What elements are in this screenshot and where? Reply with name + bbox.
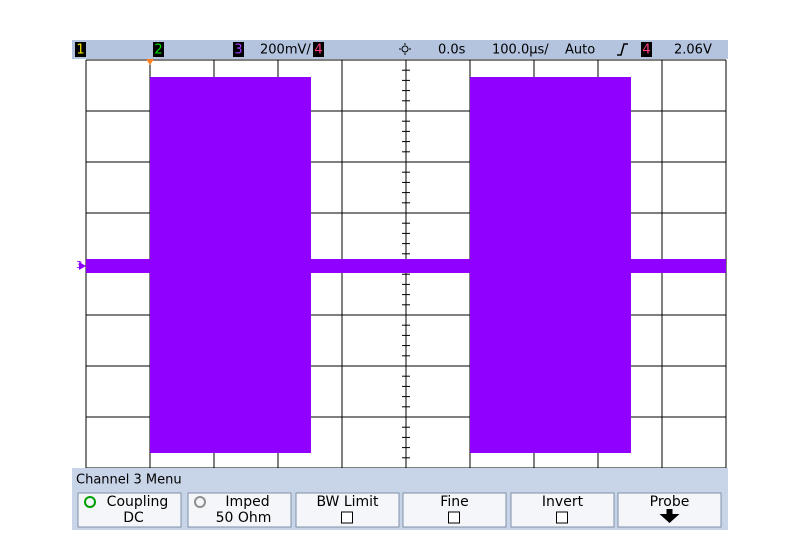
softkey[interactable]: Probe	[617, 492, 722, 528]
ch3-box	[233, 42, 244, 57]
softkey-label: Imped	[225, 494, 269, 510]
ch1-label: 1	[76, 43, 84, 58]
ground-marker: 3	[76, 260, 82, 271]
trigger-source: 4	[642, 43, 650, 58]
ch2-label: 2	[154, 43, 162, 58]
rotary-icon	[84, 496, 96, 508]
trigger-slope-icon	[617, 43, 628, 56]
softkey-face	[187, 492, 292, 528]
trigger-position-marker	[146, 59, 154, 65]
ch3-scale: 200mV/	[260, 43, 311, 58]
brightness-icon	[399, 43, 411, 55]
softkey-face	[77, 492, 182, 528]
ground-marker-arrow	[79, 262, 86, 270]
checkbox	[448, 511, 460, 524]
timebase: 100.0µs/	[492, 43, 549, 58]
softkey-label: Fine	[440, 494, 468, 510]
ch2-box	[153, 42, 164, 57]
delay: 0.0s	[438, 43, 466, 58]
trigger-level: 2.06V	[674, 43, 712, 58]
softkey[interactable]: Invert	[510, 492, 615, 528]
softkey[interactable]: Fine	[402, 492, 507, 528]
ch4-label: 4	[314, 43, 322, 58]
softkey[interactable]: BW Limit	[295, 492, 400, 528]
softkey-label: Probe	[650, 494, 690, 510]
checkbox	[341, 511, 353, 524]
checkbox	[556, 511, 568, 524]
trigger-source-box	[641, 42, 652, 57]
ch4-box	[313, 42, 324, 57]
rotary-icon	[194, 496, 206, 508]
softkey-value: DC	[123, 510, 144, 526]
softkey-label: BW Limit	[316, 494, 379, 510]
softkey-label: Invert	[542, 494, 584, 510]
menu-title: Channel 3 Menu	[76, 473, 182, 488]
ch1-box	[75, 42, 86, 57]
waveform	[86, 77, 726, 453]
softkey-value: 50 Ohm	[216, 510, 272, 526]
softkey-label: Coupling	[107, 494, 169, 510]
ch3-label: 3	[234, 43, 242, 58]
down-arrow	[659, 509, 680, 523]
trigger-mode: Auto	[565, 43, 595, 58]
